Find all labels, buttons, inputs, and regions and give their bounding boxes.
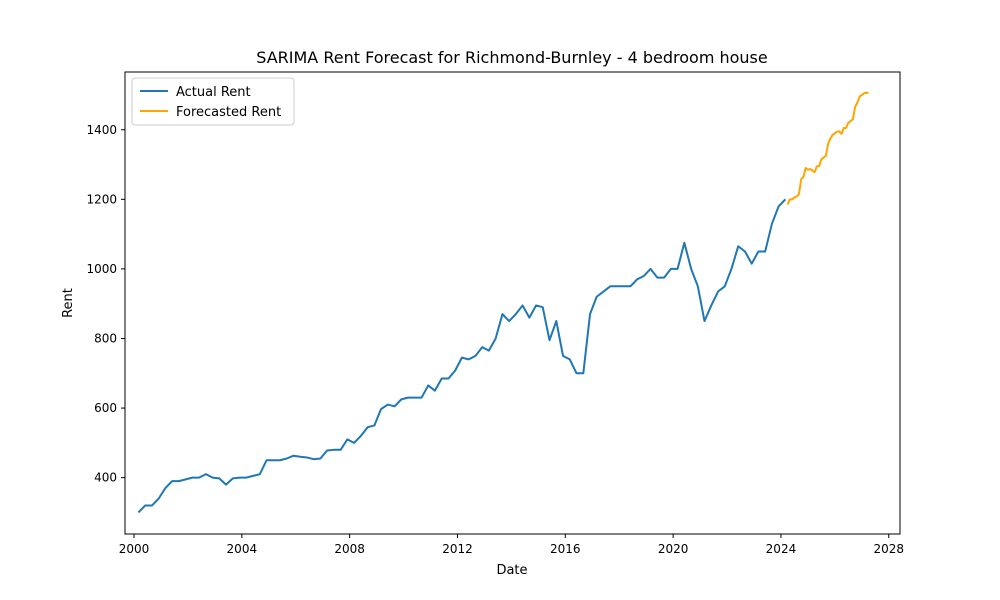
y-tick-label: 600 — [94, 401, 117, 415]
y-tick-label: 800 — [94, 331, 117, 345]
x-tick-label: 2016 — [550, 542, 581, 556]
y-tick-label: 1200 — [86, 192, 117, 206]
y-tick-label: 400 — [94, 471, 117, 485]
y-axis: 400 600 800 1000 1200 1400 — [86, 123, 125, 485]
series-layer — [137, 91, 869, 514]
series-line-actual-rent — [137, 198, 787, 514]
x-tick-label: 2000 — [119, 542, 150, 556]
x-axis: 2000 2004 2008 2012 2016 2020 2024 2028 — [119, 534, 904, 556]
legend-label-actual-rent: Actual Rent — [176, 85, 251, 100]
legend-label-forecasted-rent: Forecasted Rent — [176, 105, 281, 120]
x-tick-label: 2024 — [766, 542, 797, 556]
x-tick-label: 2028 — [874, 542, 905, 556]
x-tick-label: 2012 — [442, 542, 473, 556]
x-tick-label: 2004 — [227, 542, 258, 556]
x-axis-label: Date — [496, 563, 527, 578]
plot-area — [124, 71, 901, 535]
y-axis-label: Rent — [61, 288, 76, 318]
legend-box — [131, 77, 295, 126]
legend: Actual Rent Forecasted Rent — [131, 77, 295, 126]
chart-title: SARIMA Rent Forecast for Richmond-Burnle… — [256, 48, 767, 67]
y-tick-label: 1400 — [86, 123, 117, 137]
plot-frame — [124, 71, 901, 535]
x-tick-label: 2020 — [658, 542, 689, 556]
x-tick-label: 2008 — [334, 542, 365, 556]
y-tick-label: 1000 — [86, 262, 117, 276]
series-line-forecasted-rent — [786, 91, 869, 205]
